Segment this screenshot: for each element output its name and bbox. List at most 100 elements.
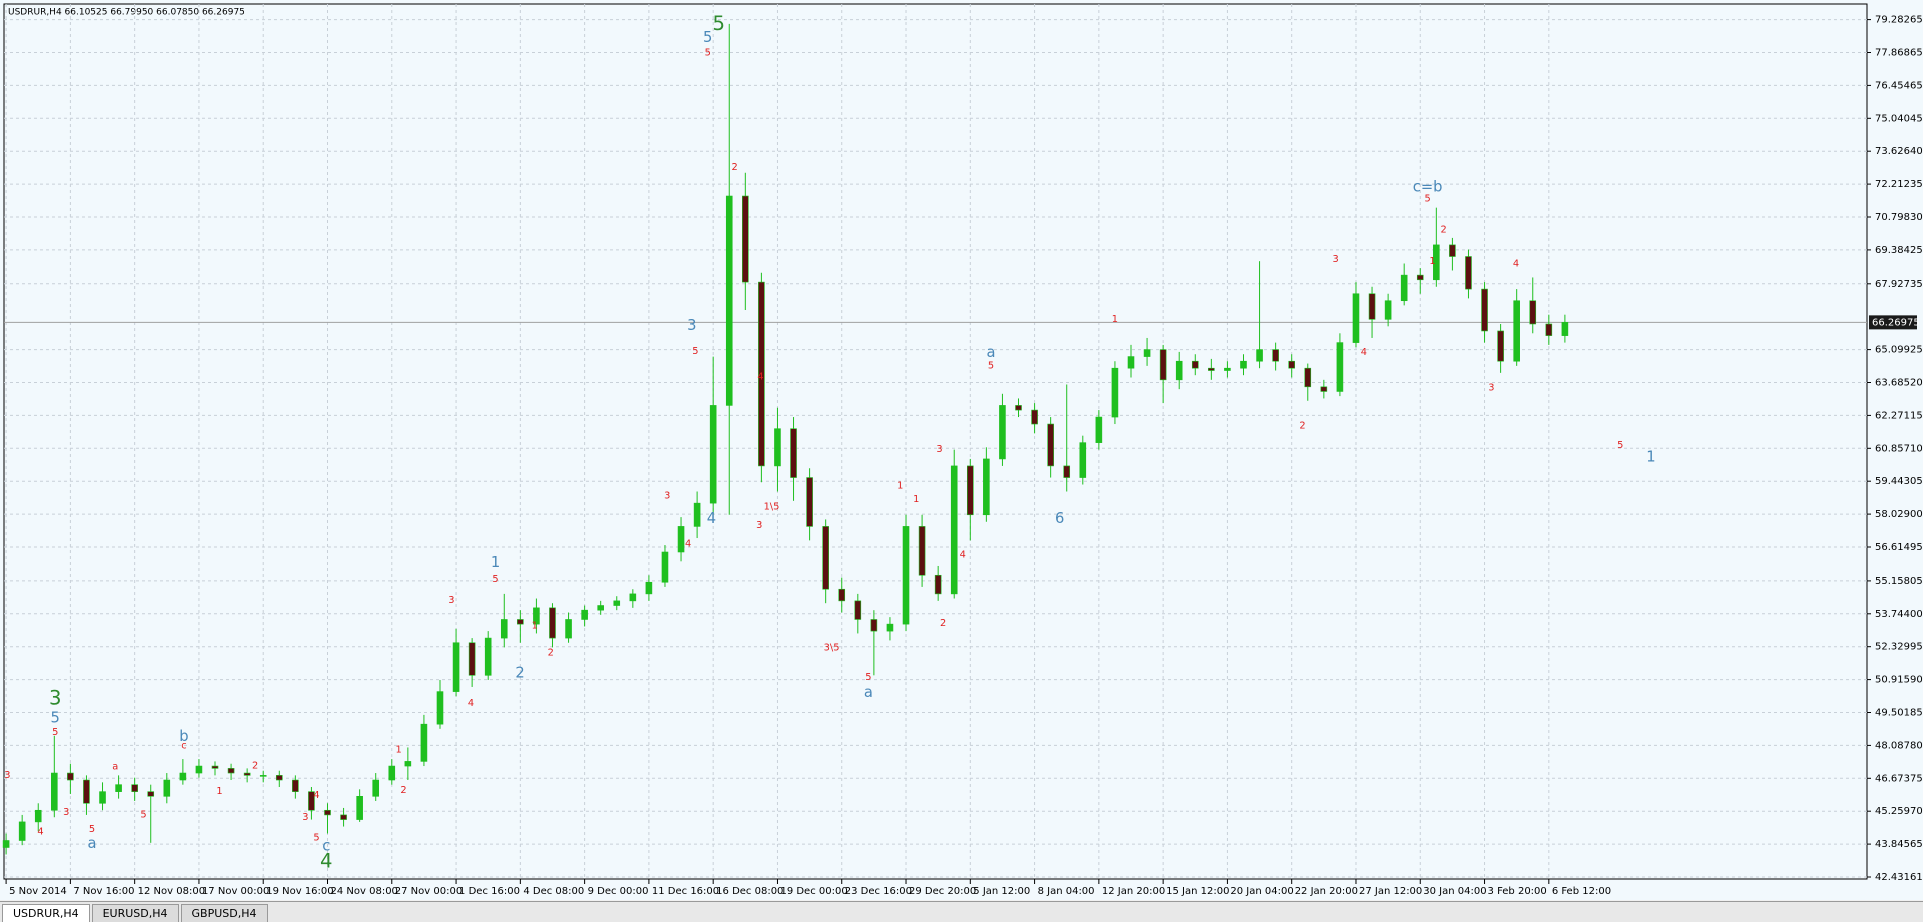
candle-body — [1208, 367, 1215, 371]
chart-tab[interactable]: USDRUR,H4 — [2, 904, 90, 922]
candle-body — [1336, 342, 1344, 392]
candle-body — [983, 458, 990, 516]
candle-body — [179, 772, 187, 781]
wave-label: 4 — [468, 698, 474, 709]
candle-body — [356, 796, 363, 820]
candle-body — [1497, 330, 1504, 362]
x-tick-label: 8 Jan 04:00 — [1038, 886, 1095, 897]
wave-label: 3 — [63, 807, 69, 818]
candle-body — [774, 428, 781, 467]
candle-body — [966, 465, 974, 516]
x-tick-label: 27 Jan 12:00 — [1359, 886, 1422, 897]
x-tick-label: 16 Dec 08:00 — [716, 886, 783, 897]
x-tick-label: 29 Dec 20:00 — [909, 886, 976, 897]
candle-body — [1015, 405, 1022, 411]
candle-body — [1529, 300, 1537, 325]
candle-body — [131, 784, 138, 792]
candle-body — [340, 814, 347, 820]
wave-label: 1 — [532, 621, 538, 632]
y-tick-label: 63.68520 — [1875, 378, 1923, 389]
y-tick-label: 76.45465 — [1875, 80, 1923, 91]
wave-label: a — [864, 684, 873, 701]
candle-body — [709, 405, 717, 504]
candle-body — [484, 637, 492, 676]
wave-label: 3 — [4, 770, 10, 781]
wave-label: 3 — [1488, 383, 1494, 394]
candle-body — [243, 772, 251, 776]
candle-body — [1352, 293, 1360, 343]
candle-body — [613, 600, 621, 606]
wave-label: 4 — [685, 538, 691, 549]
candle-body — [822, 526, 829, 590]
wave-label: 3 — [448, 595, 454, 606]
candle-body — [1545, 323, 1553, 336]
candle-body — [83, 779, 90, 804]
x-tick-label: 19 Nov 16:00 — [266, 886, 333, 897]
candle-body — [677, 526, 685, 553]
x-tick-label: 23 Dec 16:00 — [845, 886, 912, 897]
chart-tab[interactable]: EURUSD,H4 — [91, 904, 179, 922]
y-tick-label: 70.79830 — [1875, 212, 1923, 223]
y-tick-label: 42.43161 — [1875, 872, 1923, 883]
candle-body — [1127, 356, 1135, 369]
wave-label: 5 — [1425, 194, 1431, 205]
candle-body — [790, 428, 797, 478]
candle-body — [693, 502, 701, 527]
wave-label: 5 — [865, 672, 871, 683]
candle-body — [629, 593, 637, 602]
candle-body — [34, 809, 42, 823]
candle-body — [115, 784, 122, 792]
candle-body — [725, 195, 733, 406]
wave-label: a — [987, 344, 996, 361]
x-tick-label: 4 Dec 08:00 — [523, 886, 584, 897]
candle-body — [854, 600, 862, 620]
x-tick-label: 27 Nov 00:00 — [395, 886, 462, 897]
y-tick-label: 46.67375 — [1875, 773, 1923, 784]
candle-body — [533, 607, 540, 625]
candle-body — [2, 840, 10, 848]
candle-body — [420, 723, 428, 762]
wave-label: 5 — [492, 574, 498, 585]
wave-label: 1 — [395, 744, 401, 755]
y-tick-label: 43.84565 — [1875, 839, 1923, 850]
candle-body — [806, 477, 813, 527]
x-tick-label: 3 Feb 20:00 — [1488, 886, 1547, 897]
candle-body — [1304, 367, 1312, 388]
chart-tab[interactable]: GBPUSD,H4 — [180, 904, 268, 922]
wave-label: 2 — [515, 664, 524, 681]
candle-body — [1368, 293, 1376, 320]
candle-body — [163, 779, 171, 797]
candle-body — [870, 619, 878, 632]
candle-body — [581, 609, 588, 620]
y-tick-label: 52.32995 — [1875, 642, 1923, 653]
wave-label: 3 — [664, 491, 670, 502]
wave-label: a — [87, 835, 96, 852]
candle-body — [211, 765, 219, 769]
candle-body — [259, 775, 267, 777]
wave-label: 5 — [313, 833, 319, 844]
wave-label: 1 — [1646, 448, 1655, 465]
candle-body — [1095, 416, 1103, 443]
x-tick-label: 9 Dec 00:00 — [588, 886, 649, 897]
candle-body — [1240, 360, 1247, 369]
wave-label: 4 — [757, 372, 763, 383]
x-tick-label: 24 Nov 08:00 — [331, 886, 398, 897]
wave-label: 4 — [320, 850, 332, 873]
wave-label: 3 — [936, 444, 942, 455]
candle-body — [308, 791, 315, 811]
candle-body — [372, 779, 380, 797]
y-tick-label: 45.25970 — [1875, 806, 1923, 817]
wave-label: 4 — [37, 827, 43, 838]
candle-body — [292, 779, 299, 792]
x-tick-label: 22 Jan 20:00 — [1295, 886, 1358, 897]
y-tick-label: 48.08780 — [1875, 740, 1923, 751]
candle-body — [99, 791, 106, 804]
candle-body — [838, 588, 846, 602]
candle-body — [517, 619, 524, 625]
candle-body — [1079, 442, 1087, 478]
x-tick-label: 30 Jan 04:00 — [1423, 886, 1486, 897]
y-tick-label: 60.85710 — [1875, 443, 1923, 454]
candle-body — [404, 761, 412, 767]
candle-body — [1047, 423, 1054, 467]
